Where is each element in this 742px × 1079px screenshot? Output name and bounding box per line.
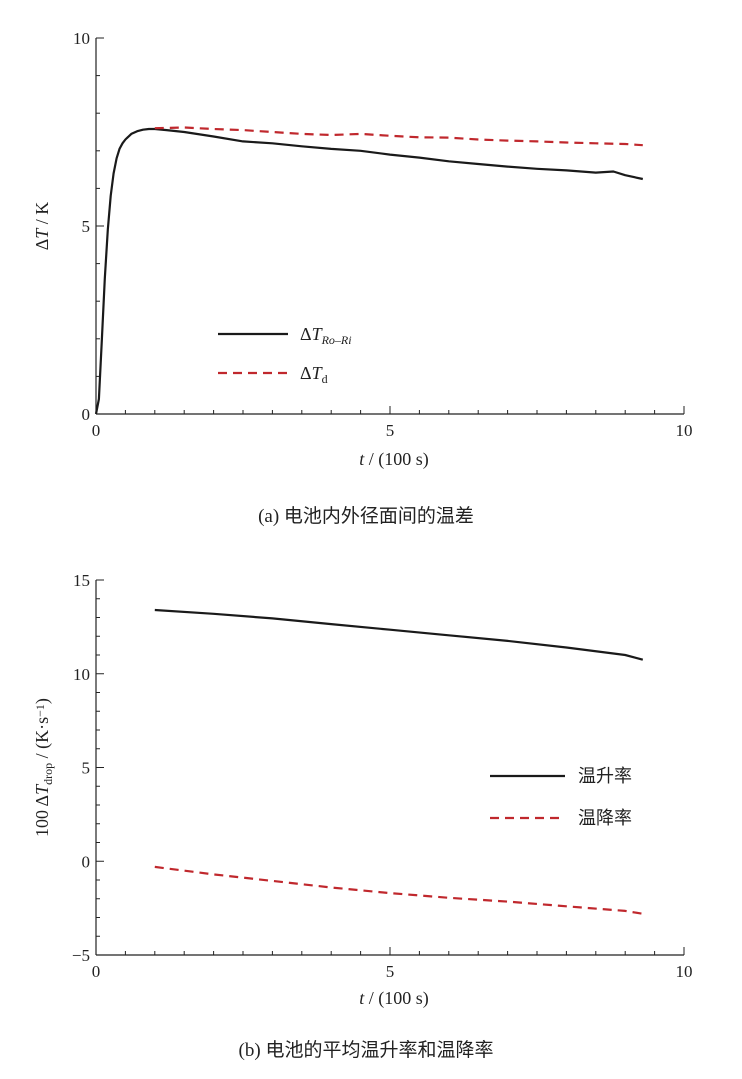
x-axis-label: t / (100 s)	[359, 988, 429, 1009]
series-line-2	[154, 865, 643, 915]
x-tick-label: 0	[92, 962, 101, 981]
legend-label-1: 温升率	[578, 766, 632, 786]
legend-label-1: ΔTRo–Ri	[300, 324, 352, 347]
y-tick-label: 5	[82, 217, 91, 236]
series-line-1	[154, 608, 644, 661]
legend-label-2: 温降率	[578, 808, 632, 828]
x-tick-label: 10	[676, 962, 693, 981]
y-tick-label: −5	[72, 946, 90, 965]
x-tick-label: 5	[386, 962, 395, 981]
x-tick-label: 0	[92, 421, 101, 440]
y-tick-label: 10	[73, 665, 90, 684]
figure-caption: (a) 电池内外径面间的温差	[258, 505, 474, 527]
x-tick-label: 10	[676, 421, 693, 440]
y-tick-label: 10	[73, 29, 90, 48]
series-line-2	[154, 126, 643, 147]
x-tick-label: 5	[386, 421, 395, 440]
y-axis-label: 100 ΔTdrop / (K·s−1)	[32, 698, 55, 837]
legend-label-2: ΔTd	[300, 363, 328, 386]
x-axis-label: t / (100 s)	[359, 449, 429, 470]
y-tick-label: 0	[82, 405, 91, 424]
series-line-1	[94, 127, 644, 415]
y-tick-label: 0	[82, 852, 91, 871]
figure-caption: (b) 电池的平均温升率和温降率	[239, 1039, 494, 1061]
y-tick-label: 5	[82, 759, 91, 778]
chart-panel-a: 0 5 10 0 5 10 t / (100 s) ΔT / K ΔTRo–Ri ΔTd (a) 电…	[32, 29, 693, 527]
y-axis-label: ΔT / K	[32, 202, 52, 251]
y-tick-label: 15	[73, 571, 90, 590]
